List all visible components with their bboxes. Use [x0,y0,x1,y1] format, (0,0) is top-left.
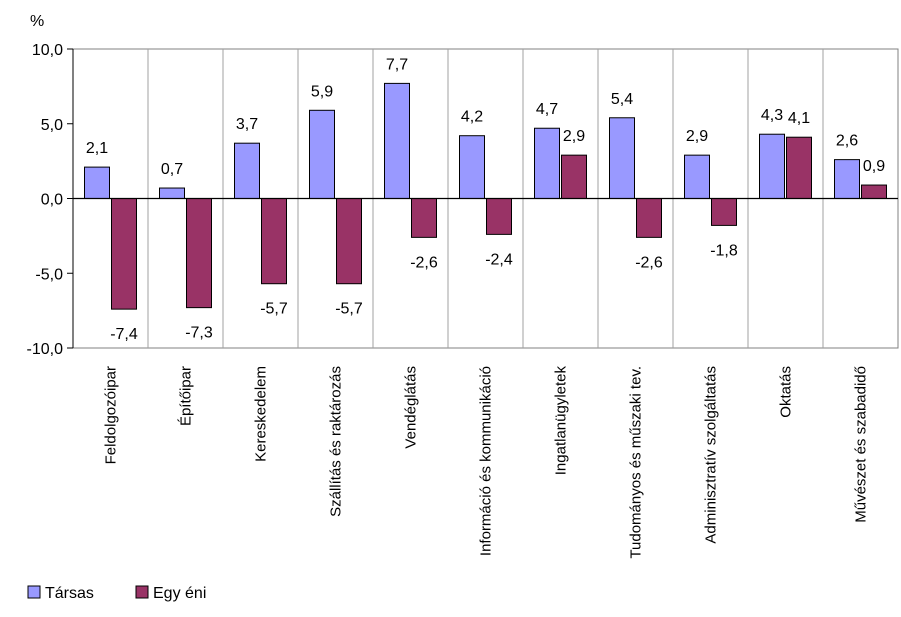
x-axis-category-labels: Feldolgozóipar Építőipar Kereskedelem Száll… [103,366,870,559]
legend-label: Egy éni [153,585,206,602]
category-label: Kereskedelem [253,366,270,462]
category-label: Információ és kommunikáció [478,366,495,556]
data-label: 2,9 [563,128,585,145]
bar-tarsas [459,135,485,200]
data-label: 4,1 [788,110,810,127]
data-label: 4,2 [461,109,483,126]
category-label: Feldolgozóipar [103,366,120,464]
bar-tarsas [84,166,110,199]
data-labels: 2,1 -7,4 0,7 -7,3 3,7 -5,7 5,9 -5,7 7,7 -2,6 4,2 -2… [86,56,885,343]
y-tick-label: 0,0 [41,192,63,209]
category-label: Oktatás [778,366,795,418]
y-tick-label: -10,0 [27,341,64,358]
bar-tarsas [834,159,860,200]
bar-tarsas [534,127,560,199]
bar-tarsas [684,154,710,200]
category-label: Szállítás és raktározás [328,366,345,517]
data-label: -7,4 [110,326,138,343]
legend-swatch [135,585,149,599]
bar-egyeni [336,198,362,285]
bar-tarsas [384,82,410,199]
data-label: 4,7 [536,101,558,118]
data-label: 5,9 [311,83,333,100]
y-axis-unit-label: % [30,13,44,30]
category-label: Vendéglátás [403,366,420,449]
category-label: Művészet és szabadidő [853,366,870,523]
bar-egyeni [111,198,137,310]
category-label: Tudományos és műszaki tev. [628,366,645,559]
data-label: 2,9 [686,128,708,145]
data-label: -2,6 [410,254,438,271]
y-tick-label: 5,0 [41,117,63,134]
bar-tarsas [159,187,185,200]
legend-label: Társas [45,585,94,602]
y-tick-label: -5,0 [35,266,63,283]
bar-egyeni [486,198,512,235]
bar-egyeni [786,136,812,199]
category-label: Ingatlanügyletek [553,366,570,476]
bar-egyeni [411,198,437,238]
data-label: 4,3 [761,107,783,124]
bar-egyeni [711,198,737,226]
bar-tarsas [609,117,635,199]
legend-swatch [27,585,41,599]
data-label: 2,1 [86,140,108,157]
bar-egyeni [261,198,287,285]
data-label: 5,4 [611,91,633,108]
bar-tarsas [759,133,785,199]
data-label: -5,7 [335,301,363,318]
data-label: 3,7 [236,116,258,133]
bar-egyeni [861,184,887,199]
data-label: 0,9 [863,158,885,175]
y-axis: 10,0 5,0 0,0 -5,0 -10,0 [27,42,74,358]
data-label: 0,7 [161,161,183,178]
data-label: 2,6 [836,133,858,150]
category-label: Adminisztratív szolgáltatás [703,366,720,544]
bar-tarsas [309,109,335,199]
bar-egyeni [636,198,662,238]
data-label: -2,4 [485,251,513,268]
data-label: 7,7 [386,56,408,73]
data-label: -1,8 [710,242,738,259]
bar-egyeni [186,198,212,309]
bars [84,82,887,310]
bar-tarsas [234,142,260,199]
y-tick-label: 10,0 [32,42,63,59]
bar-egyeni [561,154,587,200]
data-label: -2,6 [635,254,663,271]
category-label: Építőipar [178,366,195,426]
data-label: -5,7 [260,301,288,318]
data-label: -7,3 [185,325,213,342]
legend: Társas Egy éni [27,585,206,602]
